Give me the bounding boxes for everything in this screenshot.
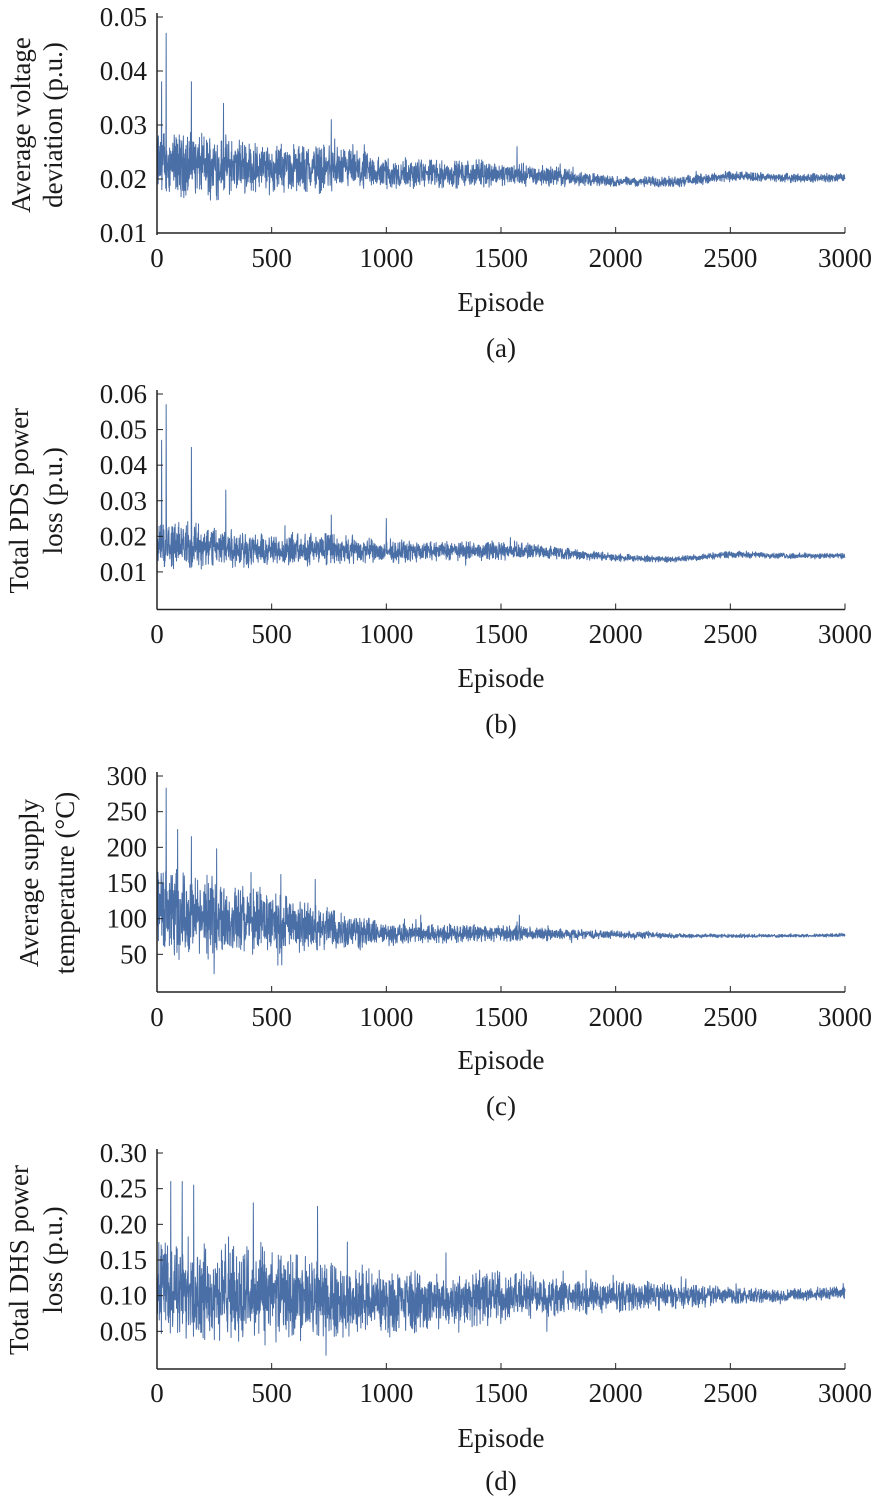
y-tick-label: 0.30 xyxy=(100,1138,147,1168)
x-axis-label: Episode xyxy=(458,287,545,317)
x-tick-label: 2000 xyxy=(589,619,643,649)
x-tick-label: 1500 xyxy=(474,1378,528,1408)
x-tick-label: 3000 xyxy=(818,1378,872,1408)
x-axis-label: Episode xyxy=(458,663,545,693)
x-tick-label: 1500 xyxy=(474,243,528,273)
panel-label: (b) xyxy=(485,709,516,739)
y-tick-label: 0.20 xyxy=(100,1209,147,1239)
y-axis-label: Average supply xyxy=(14,798,44,967)
y-tick-label: 0.01 xyxy=(100,218,147,248)
y-tick-label: 250 xyxy=(107,797,148,827)
x-tick-label: 500 xyxy=(251,243,292,273)
y-tick-label: 150 xyxy=(107,868,148,898)
x-axis-label: Episode xyxy=(458,1045,545,1075)
x-tick-label: 2500 xyxy=(703,619,757,649)
y-axis-label: deviation (p.u.) xyxy=(38,42,68,208)
chart-panel-a: 0 500 1000 1500 2000 2500 3000 0.01 0.02 0.03 0.04… xyxy=(6,2,872,363)
x-tick-label: 1000 xyxy=(359,1002,413,1032)
panel-label: (a) xyxy=(486,333,516,363)
y-tick-label: 0.10 xyxy=(100,1281,147,1311)
y-axis-label: Average voltage xyxy=(6,37,36,213)
y-axis-label: loss (p.u.) xyxy=(38,1206,68,1313)
x-tick-label: 2500 xyxy=(703,1002,757,1032)
y-tick-label: 0.04 xyxy=(100,450,148,480)
x-tick-label: 500 xyxy=(251,1002,292,1032)
y-tick-label: 100 xyxy=(107,904,148,934)
x-tick-label: 1000 xyxy=(359,243,413,273)
series-line xyxy=(156,404,846,570)
y-tick-label: 0.05 xyxy=(100,1316,147,1346)
x-tick-label: 1000 xyxy=(359,1378,413,1408)
x-tick-label: 2000 xyxy=(589,1378,643,1408)
y-axis-label: Total PDS power xyxy=(4,408,34,594)
y-tick-label: 0.02 xyxy=(100,164,147,194)
y-tick-label: 200 xyxy=(107,832,148,862)
x-tick-label: 1500 xyxy=(474,1002,528,1032)
x-tick-label: 500 xyxy=(251,1378,292,1408)
y-axis-label: Total DHS power xyxy=(4,1165,34,1355)
y-tick-label: 0.05 xyxy=(100,415,147,445)
chart-panel-b: 0 500 1000 1500 2000 2500 3000 0.01 0.02 0.03 0.04… xyxy=(4,379,872,739)
x-tick-label: 2500 xyxy=(703,243,757,273)
x-tick-label: 3000 xyxy=(818,1002,872,1032)
chart-panel-c: 0 500 1000 1500 2000 2500 3000 50 100 150 200 250 30… xyxy=(14,761,872,1121)
x-tick-label: 500 xyxy=(251,619,292,649)
y-axis-label: temperature (°C) xyxy=(50,792,80,974)
y-tick-label: 0.15 xyxy=(100,1245,147,1275)
y-tick-label: 0.02 xyxy=(100,521,147,551)
x-tick-label: 0 xyxy=(150,1378,164,1408)
x-tick-label: 1000 xyxy=(359,619,413,649)
series-line xyxy=(156,32,846,201)
x-tick-label: 2500 xyxy=(703,1378,757,1408)
x-axis-label: Episode xyxy=(458,1423,545,1453)
y-tick-label: 0.05 xyxy=(100,2,147,32)
chart-panel-d: 0 500 1000 1500 2000 2500 3000 0.05 0.10 0.15 0.20… xyxy=(4,1138,872,1496)
series-line xyxy=(156,787,846,975)
y-tick-label: 0.25 xyxy=(100,1174,147,1204)
panel-label: (c) xyxy=(486,1091,516,1121)
x-tick-label: 2000 xyxy=(589,1002,643,1032)
x-tick-label: 2000 xyxy=(589,243,643,273)
x-tick-label: 1500 xyxy=(474,619,528,649)
y-tick-label: 0.03 xyxy=(100,110,147,140)
y-tick-label: 0.06 xyxy=(100,379,147,409)
x-tick-label: 0 xyxy=(150,1002,164,1032)
x-tick-label: 3000 xyxy=(818,619,872,649)
y-tick-label: 0.01 xyxy=(100,557,147,587)
y-tick-label: 300 xyxy=(107,761,148,791)
x-tick-label: 0 xyxy=(150,619,164,649)
x-tick-label: 3000 xyxy=(818,243,872,273)
y-tick-label: 50 xyxy=(120,939,147,969)
panel-label: (d) xyxy=(485,1466,516,1496)
x-tick-label: 0 xyxy=(150,243,164,273)
y-axis-label: loss (p.u.) xyxy=(38,447,68,554)
series-line xyxy=(156,1181,846,1356)
y-tick-label: 0.03 xyxy=(100,486,147,516)
y-tick-label: 0.04 xyxy=(100,56,148,86)
